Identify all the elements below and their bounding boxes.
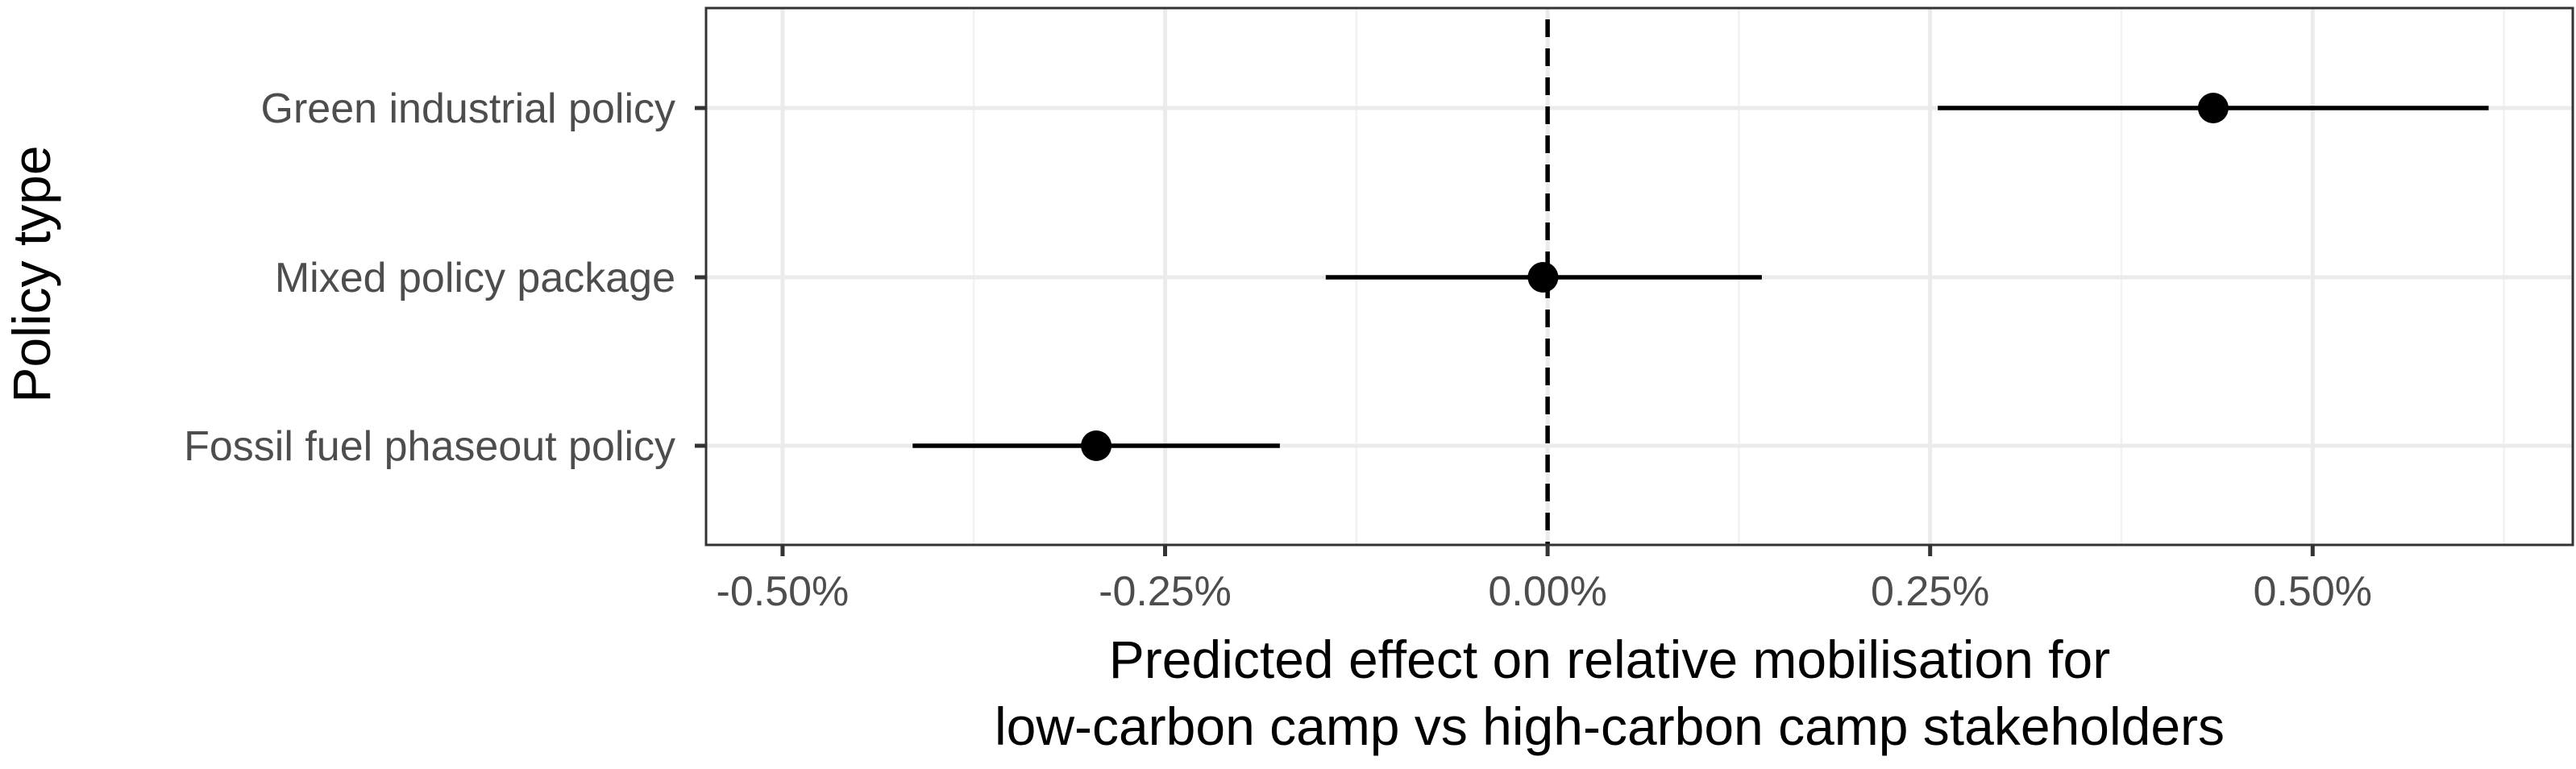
y-axis-title: Policy type xyxy=(2,145,61,402)
x-tick-label-2: 0.00% xyxy=(1488,568,1606,615)
point-estimates xyxy=(1081,93,2229,461)
x-tick-label-4: 0.50% xyxy=(2254,568,2372,615)
y-tick-label-1: Mixed policy package xyxy=(275,255,675,301)
x-tick-label-0: -0.50% xyxy=(717,568,850,615)
point-estimate-0 xyxy=(2197,93,2229,123)
y-axis-tick-labels: Green industrial policy Mixed policy pack… xyxy=(184,85,675,470)
y-axis-ticks xyxy=(695,106,706,448)
x-tick-label-3: 0.25% xyxy=(1871,568,1989,615)
x-axis-ticks xyxy=(780,545,2315,556)
x-axis-title-line-1: Predicted effect on relative mobilisatio… xyxy=(1109,630,2110,689)
y-tick-label-2: Fossil fuel phaseout policy xyxy=(184,423,675,470)
x-tick-label-1: -0.25% xyxy=(1099,568,1232,615)
x-axis-title-line-2: low-carbon camp vs high-carbon camp stak… xyxy=(995,696,2225,756)
x-axis-tick-labels: -0.50% -0.25% 0.00% 0.25% 0.50% xyxy=(717,568,2372,615)
point-estimate-2 xyxy=(1081,430,1112,461)
y-tick-label-0: Green industrial policy xyxy=(261,85,675,132)
point-estimate-1 xyxy=(1527,262,1559,293)
